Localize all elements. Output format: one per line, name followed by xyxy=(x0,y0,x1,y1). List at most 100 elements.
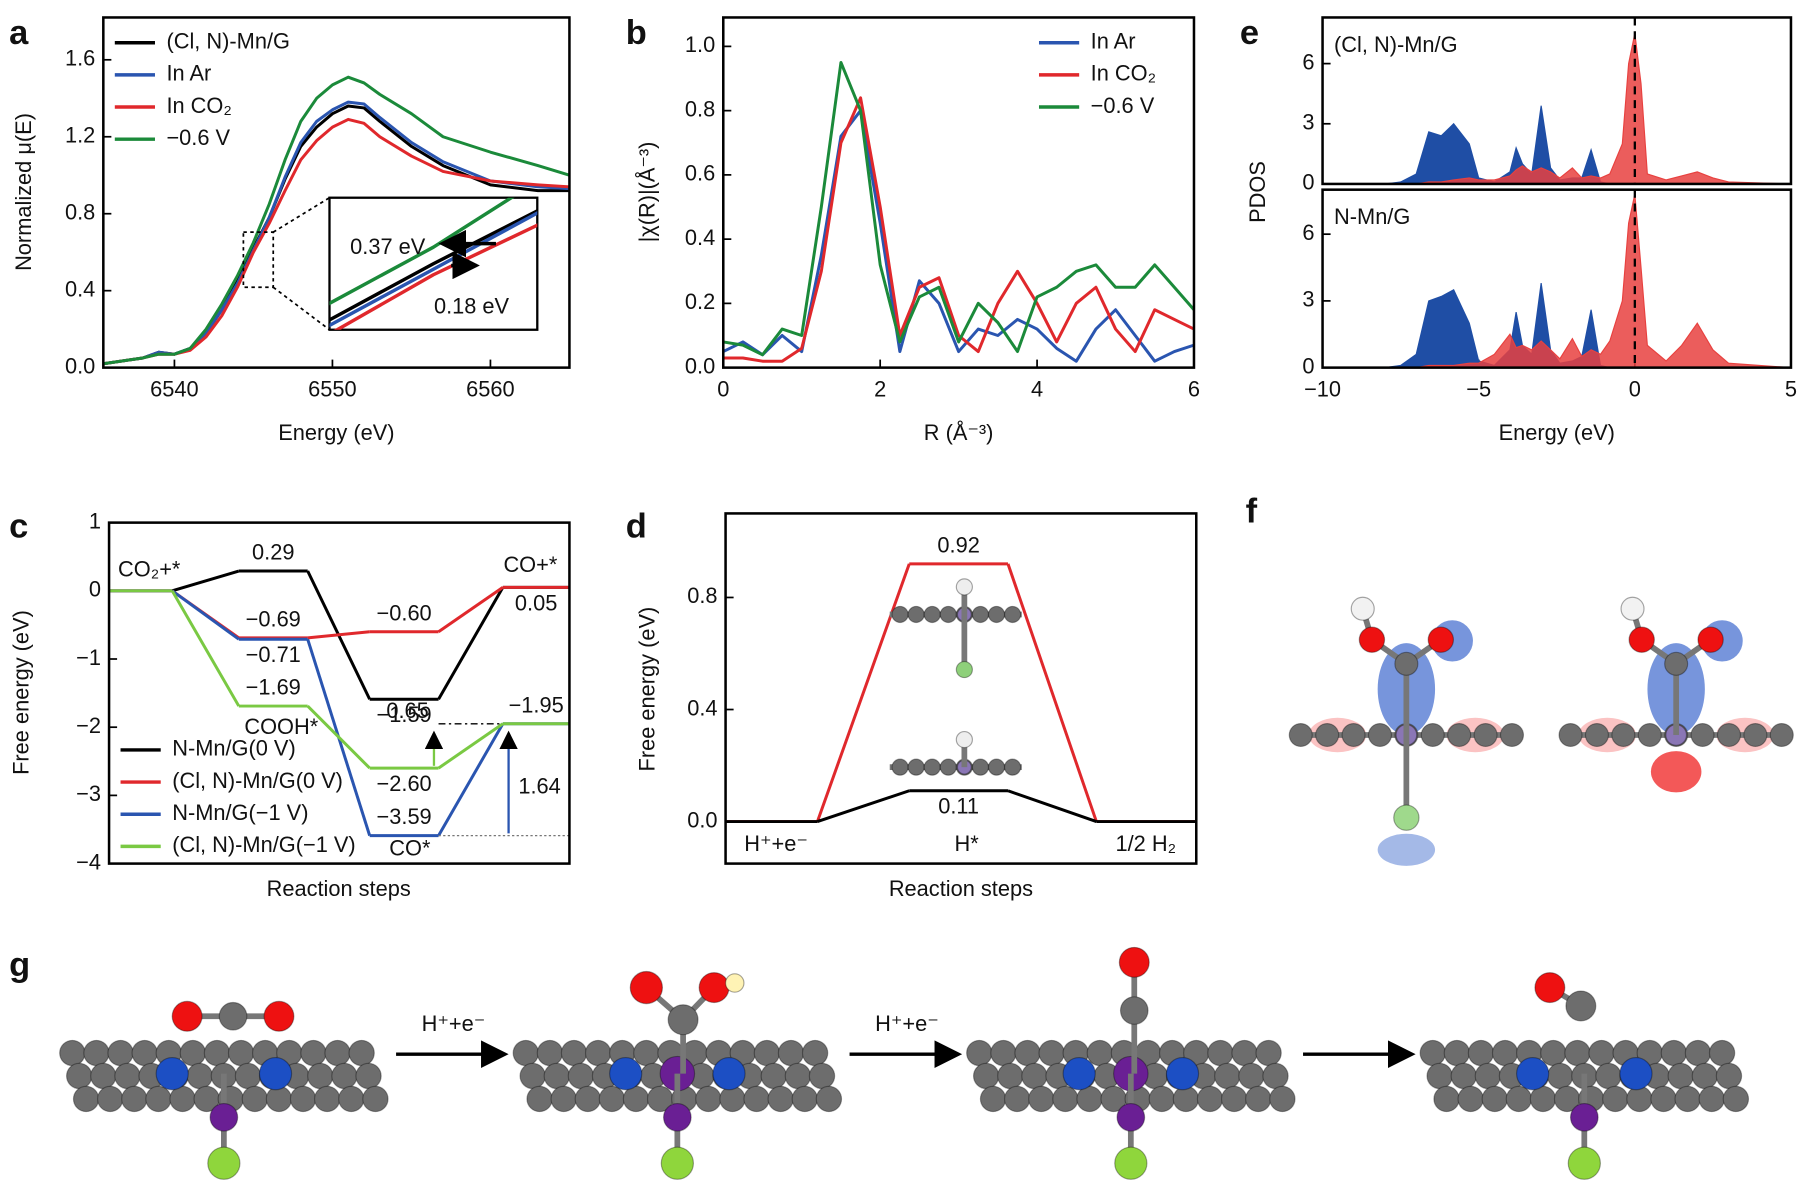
atom xyxy=(1052,1085,1079,1113)
y-axis-label: Normalized μ(E) xyxy=(11,113,36,271)
atom xyxy=(1086,1039,1114,1067)
atom xyxy=(1450,1062,1477,1090)
atom xyxy=(72,1085,100,1113)
atom xyxy=(536,1039,564,1067)
atom xyxy=(1667,1062,1694,1090)
y-tick-label: 0 xyxy=(1302,353,1314,378)
value-label: −1.59 xyxy=(377,702,432,727)
atom xyxy=(955,730,973,749)
atom xyxy=(609,1057,643,1091)
step-label: H⁺+e⁻ xyxy=(422,1011,486,1036)
atom xyxy=(227,1039,255,1067)
atom xyxy=(1743,722,1768,748)
atom xyxy=(512,1039,540,1067)
atom xyxy=(1697,626,1724,653)
legend-label: In CO₂ xyxy=(166,93,231,118)
state-label: CO* xyxy=(389,836,431,861)
plot-area xyxy=(722,60,1196,363)
atom xyxy=(1474,1062,1502,1090)
atom xyxy=(1516,1057,1550,1091)
density-lobe xyxy=(1377,833,1436,866)
plot-frame xyxy=(722,16,1196,369)
atom xyxy=(971,605,990,624)
atom xyxy=(1564,1039,1591,1067)
atom xyxy=(1420,722,1445,748)
subplot-label: N-Mn/G xyxy=(1334,204,1410,229)
x-tick-label: 0 xyxy=(717,376,729,401)
atom xyxy=(263,1000,295,1032)
atom xyxy=(698,972,730,1004)
atom xyxy=(338,1085,365,1113)
atom xyxy=(1534,972,1566,1004)
atom xyxy=(1119,996,1149,1025)
atom xyxy=(1427,626,1455,653)
atom xyxy=(66,1062,93,1090)
atom xyxy=(1114,1146,1148,1180)
atom xyxy=(1602,1085,1629,1113)
x-tick-label: 4 xyxy=(1031,376,1043,401)
atom xyxy=(1547,1062,1574,1090)
dos-area xyxy=(1322,105,1791,185)
atom xyxy=(939,605,957,624)
atom xyxy=(1481,1085,1508,1113)
panel-label: b xyxy=(626,14,647,52)
atom xyxy=(560,1039,588,1067)
atom xyxy=(90,1062,117,1090)
atom xyxy=(767,1085,794,1113)
y-tick-label: 0.0 xyxy=(685,353,715,378)
value-label: −0.71 xyxy=(246,642,301,667)
legend-label: In CO₂ xyxy=(1091,61,1156,86)
dos-area xyxy=(1322,194,1792,369)
atom xyxy=(939,758,957,776)
atom xyxy=(550,1085,577,1113)
annotation: 0.18 eV xyxy=(434,294,510,319)
data-line xyxy=(103,75,570,366)
atom xyxy=(1722,1085,1750,1113)
legend-label: (Cl, N)-Mn/G(−1 V) xyxy=(172,832,355,857)
value-label: 0.29 xyxy=(252,540,294,565)
atom xyxy=(1443,1039,1471,1067)
atom xyxy=(1315,722,1340,748)
state-label: COOH* xyxy=(244,714,318,739)
atom xyxy=(1565,990,1597,1022)
atom xyxy=(955,578,973,596)
state-label: H* xyxy=(955,831,980,856)
dos-area xyxy=(1322,33,1791,185)
y-tick-label: 0.4 xyxy=(65,276,95,301)
atom xyxy=(241,1085,269,1113)
atom xyxy=(307,1062,334,1090)
data-line xyxy=(329,211,538,328)
panel-label: f xyxy=(1246,493,1258,531)
value-label: −0.60 xyxy=(377,600,432,625)
atom xyxy=(289,1085,317,1113)
y-tick-label: 0.6 xyxy=(685,161,715,186)
panel-label: g xyxy=(9,946,30,984)
subplot-label: (Cl, N)-Mn/G xyxy=(1334,32,1458,57)
y-tick-label: 3 xyxy=(1302,110,1314,135)
atom xyxy=(629,970,664,1005)
atom xyxy=(574,1085,602,1113)
atom xyxy=(1716,722,1742,748)
atom xyxy=(815,1085,843,1113)
atom xyxy=(987,758,1006,776)
atom xyxy=(1674,1085,1701,1113)
atom xyxy=(567,1062,595,1090)
atom xyxy=(300,1039,327,1067)
data-line xyxy=(723,96,1195,363)
atom xyxy=(1172,1085,1200,1113)
connector xyxy=(307,630,370,640)
x-tick-label: 6540 xyxy=(150,376,198,401)
atom xyxy=(743,1085,770,1113)
plot-area xyxy=(103,75,570,366)
atom xyxy=(891,605,909,624)
atom xyxy=(1003,605,1022,624)
plot-frame xyxy=(1321,188,1793,369)
atom xyxy=(990,1039,1017,1067)
y-tick-label: 1.2 xyxy=(65,123,95,148)
atom xyxy=(1588,1039,1615,1067)
annotation: 0.65 xyxy=(386,698,428,723)
atom xyxy=(1262,1062,1289,1090)
atom xyxy=(598,1085,626,1113)
connector xyxy=(1007,789,1097,823)
atom xyxy=(801,1039,829,1067)
